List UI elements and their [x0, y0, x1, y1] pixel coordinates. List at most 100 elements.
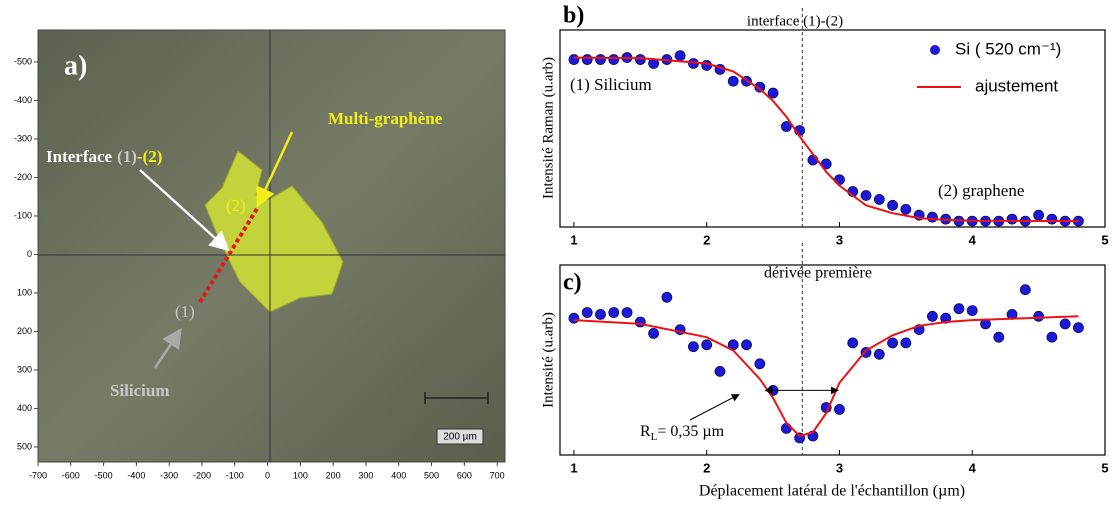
data-point [1006, 213, 1018, 225]
data-point [847, 337, 859, 349]
data-point [834, 403, 845, 415]
data-point [634, 54, 646, 65]
data-point [688, 341, 699, 353]
annotation: (1) [175, 302, 195, 321]
annotation: Multi-graphène [328, 109, 443, 128]
data-point [1033, 310, 1045, 322]
y-tick-label: -500 [14, 56, 32, 66]
x-tick-label: 700 [490, 470, 505, 480]
y-tick-label: 100 [17, 287, 32, 297]
x-tick-label: -300 [160, 470, 178, 480]
annotation: (1) [117, 147, 137, 166]
x-tick-label: 3 [836, 232, 843, 247]
x-tick-label: 400 [391, 470, 406, 480]
x-tick-label: 3 [836, 460, 843, 475]
data-point [860, 190, 872, 201]
plot-frame [559, 29, 1106, 228]
data-point [568, 54, 580, 65]
y-tick-label: -200 [14, 172, 32, 182]
annotation: Silicium [110, 381, 170, 400]
y-tick-label: 0 [27, 249, 32, 259]
legend-label: ajustement [975, 76, 1058, 95]
data-point [767, 87, 779, 99]
annotation: (2) [226, 196, 246, 215]
panel-label: a) [64, 50, 87, 81]
fit-line [573, 315, 1079, 438]
x-tick-label: 200 [326, 470, 341, 480]
annotation: -(2) [137, 147, 162, 166]
arrow [689, 394, 740, 421]
x-tick-label: 5 [1101, 232, 1108, 247]
y-tick-label: 200 [17, 326, 32, 336]
y-axis-label: Intensité (u.arb) [540, 312, 556, 408]
arrow [153, 327, 182, 369]
x-tick-label: 2 [703, 232, 710, 247]
x-axis-label: Déplacement latéral de l'échantillon (µm… [699, 483, 965, 500]
data-point [674, 50, 686, 62]
annotation: (1) Silicium [570, 75, 652, 94]
x-tick-label: 500 [424, 470, 439, 480]
plot-frame [559, 264, 1106, 456]
x-tick-label: 5 [1101, 460, 1108, 475]
data-point [608, 307, 620, 318]
y-axis-label: Intensité Raman (u.arb) [540, 57, 556, 199]
x-tick-label: -700 [29, 470, 47, 480]
y-tick-label: 300 [17, 364, 32, 374]
data-point [927, 310, 938, 322]
data-point [741, 339, 752, 351]
panel-label: c) [563, 270, 582, 296]
fit-line [573, 56, 1079, 223]
data-point [714, 365, 726, 377]
arrow [139, 169, 230, 252]
width-label: R [640, 423, 651, 440]
x-tick-label: 0 [265, 470, 270, 480]
data-point [621, 307, 633, 318]
data-point [648, 327, 659, 339]
data-point [953, 303, 965, 315]
data-point [1033, 209, 1045, 221]
scale-bar [424, 392, 489, 445]
annotation: Interface (1)-(2) [46, 147, 162, 166]
x-tick-label: 300 [358, 470, 373, 480]
x-tick-label: 2 [703, 460, 710, 475]
profile-line [198, 205, 260, 304]
data-point [581, 54, 593, 65]
data-point [661, 291, 673, 303]
data-point [927, 211, 938, 223]
data-point [595, 308, 606, 320]
data-point [1073, 322, 1084, 334]
width-label: = 0,35 µm [657, 423, 724, 440]
annotation: interface (1)-(2) [747, 13, 843, 29]
y-tick-label: -300 [14, 133, 32, 143]
y-tick-label: -400 [14, 95, 32, 105]
data-point [1019, 284, 1031, 296]
annotation: (2) graphene [938, 181, 1024, 200]
data-point [900, 337, 912, 349]
data-point [993, 331, 1005, 343]
data-point [873, 194, 885, 205]
data-point [887, 199, 898, 211]
data-point [754, 81, 766, 93]
data-point [940, 312, 952, 324]
x-tick-label: 4 [969, 232, 977, 247]
annotation: Interface [46, 147, 113, 166]
data-point [887, 337, 898, 349]
data-point [568, 312, 580, 324]
x-tick-label: -200 [193, 470, 211, 480]
x-tick-label: 4 [969, 460, 977, 475]
data-point [595, 54, 606, 65]
data-point [608, 54, 620, 65]
x-tick-label: 600 [457, 470, 472, 480]
x-tick-label: -500 [95, 470, 113, 480]
legend-label: Si ( 520 cm⁻¹) [955, 39, 1061, 58]
x-tick-label: -600 [62, 470, 80, 480]
x-tick-label: 1 [570, 232, 577, 247]
data-point [1059, 318, 1071, 330]
x-tick-label: 1 [570, 460, 577, 475]
data-point [1046, 331, 1058, 343]
panel-label: b) [563, 3, 584, 29]
data-point [701, 339, 713, 351]
data-point [581, 307, 593, 318]
x-tick-label: -100 [226, 470, 244, 480]
